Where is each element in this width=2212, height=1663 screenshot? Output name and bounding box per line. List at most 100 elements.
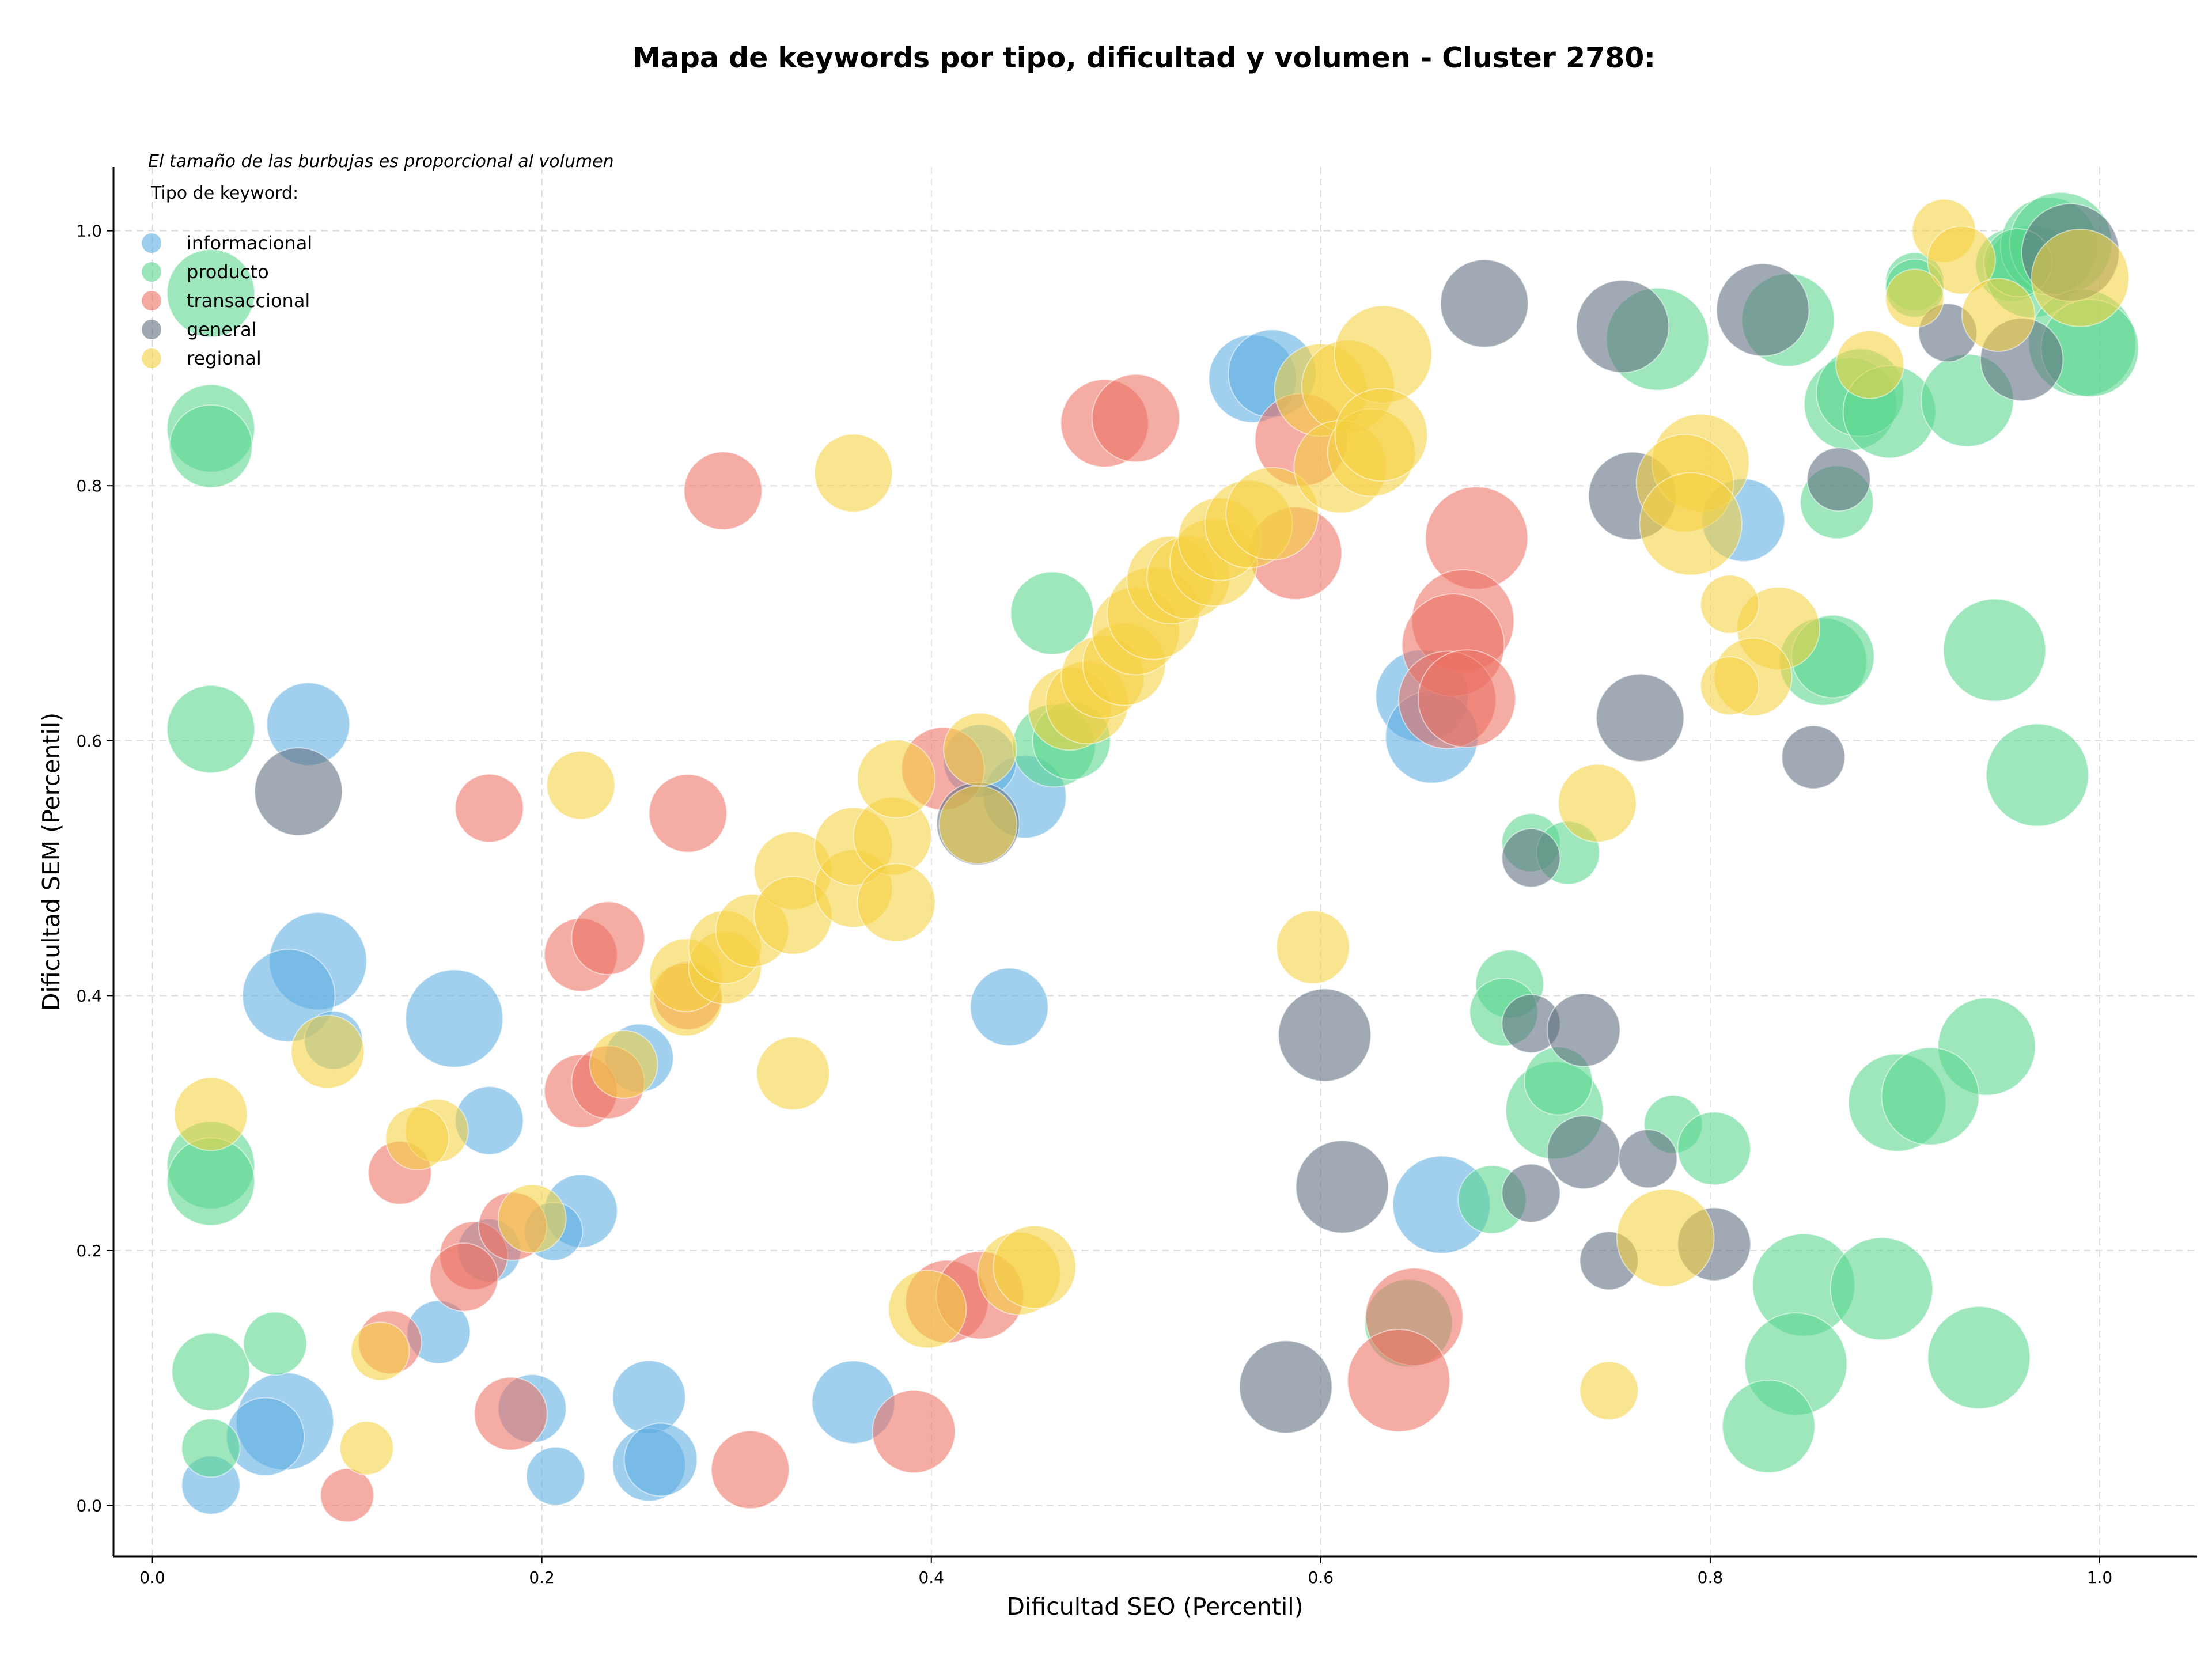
data-point — [1276, 910, 1350, 984]
data-points — [166, 192, 2139, 1523]
data-point — [1986, 723, 2089, 827]
data-point — [1417, 649, 1516, 748]
data-point — [857, 739, 936, 819]
y-tick-label: 0.0 — [76, 1496, 102, 1515]
data-point — [1942, 598, 2047, 702]
data-point — [623, 1422, 698, 1497]
data-point — [1091, 373, 1180, 463]
x-tick-label: 0.2 — [529, 1568, 555, 1587]
data-point — [173, 1077, 248, 1151]
data-point — [1546, 993, 1621, 1067]
data-point — [1596, 673, 1685, 762]
data-point — [1278, 988, 1372, 1082]
x-tick-label: 1.0 — [2087, 1568, 2113, 1587]
chart-title: Mapa de keywords por tipo, dificultad y … — [632, 41, 1656, 74]
legend-label: producto — [187, 261, 269, 283]
data-point — [814, 433, 893, 513]
data-point — [1885, 268, 1945, 328]
y-tick-label: 1.0 — [76, 222, 102, 241]
data-point — [888, 1270, 967, 1349]
legend-title: Tipo de keyword: — [150, 183, 298, 203]
x-tick-label: 0.6 — [1308, 1568, 1334, 1587]
data-point — [943, 713, 1017, 787]
data-point — [1830, 1237, 1934, 1341]
data-point — [1238, 1340, 1333, 1434]
data-point — [166, 249, 256, 338]
data-point — [350, 1321, 410, 1381]
data-point — [710, 1430, 790, 1510]
data-point — [571, 901, 645, 976]
legend-marker — [142, 233, 161, 253]
legend-marker — [142, 348, 161, 368]
data-point — [872, 1389, 956, 1473]
data-point — [1781, 725, 1846, 790]
data-point — [756, 1036, 831, 1111]
data-point — [181, 1418, 241, 1478]
data-point — [169, 404, 253, 488]
legend-label: regional — [187, 347, 262, 369]
data-point — [454, 774, 524, 843]
data-point — [993, 1225, 1077, 1309]
data-point — [405, 969, 504, 1068]
data-point — [1881, 1047, 1980, 1146]
data-point — [385, 1106, 450, 1170]
y-tick-label: 0.6 — [76, 732, 102, 751]
x-tick-label: 0.8 — [1698, 1568, 1724, 1587]
data-point — [938, 785, 1018, 865]
data-point — [1579, 1361, 1639, 1420]
legend-marker — [142, 320, 161, 339]
grid — [113, 167, 2197, 1556]
data-point — [1010, 571, 1094, 656]
data-point — [1715, 263, 1810, 357]
legend-marker — [142, 291, 161, 310]
data-point — [1700, 656, 1760, 716]
data-point — [254, 747, 343, 836]
data-point — [320, 1468, 374, 1523]
data-point — [1347, 1328, 1450, 1433]
data-point — [1722, 1380, 1816, 1473]
data-point — [1334, 388, 1428, 482]
data-point — [339, 1420, 394, 1476]
ticks: 0.0 0.2 0.4 0.6 0.8 1.0 0.0 0.2 0.4 0.6 0.8 1.0 — [76, 222, 2112, 1587]
data-point — [525, 1446, 585, 1506]
data-point — [474, 1376, 548, 1451]
data-point — [2031, 229, 2130, 328]
data-point — [1440, 259, 1529, 348]
data-point — [429, 1242, 499, 1312]
data-point — [857, 863, 936, 942]
data-point — [1225, 467, 1319, 561]
data-point — [290, 1014, 365, 1089]
data-point — [648, 774, 728, 853]
legend-label: informacional — [187, 232, 312, 254]
legend-items: informacional producto transaccional genera… — [142, 232, 312, 369]
data-point — [1835, 329, 1905, 399]
data-point — [171, 1332, 251, 1411]
data-point — [589, 1029, 658, 1099]
data-point — [1677, 1111, 1751, 1186]
chart-subtitle: El tamaño de las burbujas es proporciona… — [148, 151, 614, 172]
data-point — [546, 751, 616, 820]
data-point — [1501, 1163, 1561, 1223]
axes — [112, 167, 2197, 1558]
x-axis-label: Dificultad SEO (Percentil) — [1006, 1593, 1303, 1620]
data-point — [683, 451, 763, 531]
y-tick-label: 0.8 — [76, 476, 102, 495]
data-point — [1616, 1188, 1715, 1287]
data-point — [166, 684, 256, 774]
legend-marker — [142, 262, 161, 282]
data-point — [1700, 574, 1760, 634]
data-point — [1961, 278, 2036, 352]
x-tick-label: 0.0 — [139, 1568, 165, 1587]
data-point — [243, 1311, 308, 1376]
data-point — [1926, 225, 1996, 295]
data-point — [1546, 1115, 1621, 1190]
legend: Tipo de keyword: informacional producto tr… — [142, 183, 312, 369]
data-point — [1639, 472, 1743, 576]
data-point — [612, 1360, 686, 1434]
y-axis-label: Dificultad SEM (Percentil) — [37, 713, 65, 1011]
y-tick-label: 0.4 — [76, 986, 102, 1005]
data-point — [1618, 1129, 1678, 1189]
data-point — [1558, 763, 1637, 843]
